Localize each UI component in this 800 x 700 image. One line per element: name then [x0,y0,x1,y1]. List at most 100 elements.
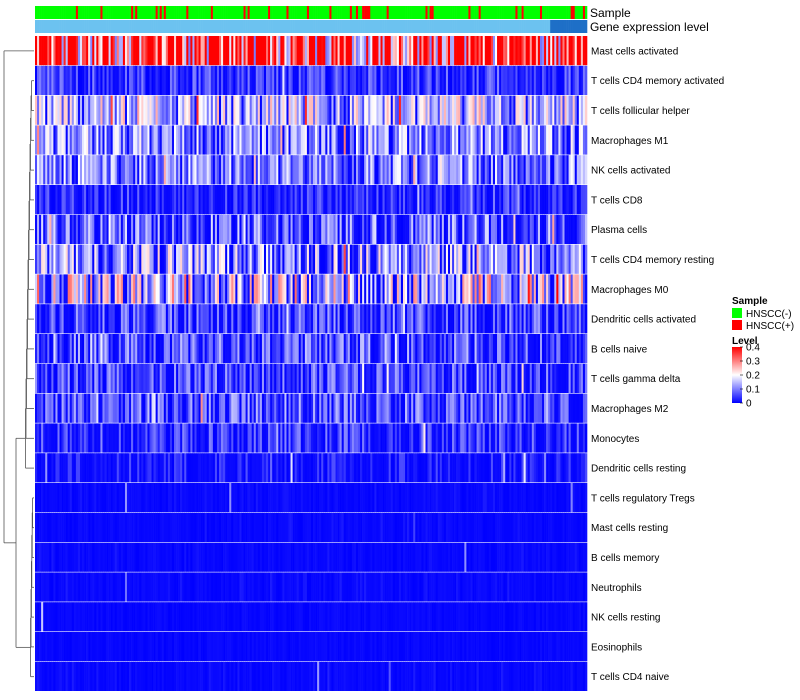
heatmap-cell [178,453,181,483]
heatmap-cell [390,363,394,393]
heatmap-cell [366,453,369,483]
heatmap-cell [210,95,214,125]
heatmap-cell [499,214,502,244]
heatmap-cell [537,185,541,215]
heatmap-cell [145,274,148,304]
expression-annotation-cell [235,20,238,33]
heatmap-cell [88,244,91,274]
heatmap-cell [237,244,240,274]
sample-annotation-cell [327,6,330,19]
heatmap-cell [390,334,394,364]
heatmap-cell [69,393,73,423]
heatmap-cell [190,453,193,483]
heatmap-cell [120,483,124,513]
heatmap-cell [474,483,477,513]
heatmap-cell [331,363,334,393]
heatmap-cell [43,334,46,364]
heatmap-cell [437,36,441,66]
heatmap-cell [495,185,498,215]
sample-annotation-cell [182,6,185,19]
heatmap-cell [171,155,175,185]
heatmap-cell [486,363,490,393]
heatmap-cell [204,363,208,393]
heatmap-cell [129,512,132,542]
expression-annotation-cell [100,20,103,33]
heatmap-cell [43,363,46,393]
heatmap-cell [133,423,136,453]
heatmap-cell [306,304,310,334]
sample-annotation-cell [288,6,291,19]
heatmap-cell [460,185,463,215]
heatmap-cell [71,95,75,125]
heatmap-cell [131,304,134,334]
heatmap-cell [63,185,66,215]
heatmap-cell [284,155,287,185]
heatmap-cell [515,363,518,393]
heatmap-cell [272,214,275,244]
heatmap-cell [235,304,238,334]
heatmap-cell [180,483,183,513]
heatmap-cell [135,334,138,364]
heatmap-cell [98,483,101,513]
heatmap-cell [286,423,289,453]
heatmap-cell [333,304,336,334]
heatmap-cell [61,304,64,334]
heatmap-cell [229,185,232,215]
heatmap-cell [509,185,512,215]
heatmap-cell [190,65,193,95]
heatmap-cell [161,483,165,513]
heatmap-cell [257,453,261,483]
heatmap-cell [417,244,420,274]
heatmap-cell [458,304,461,334]
heatmap-cell [523,453,526,483]
heatmap-cell [210,483,214,513]
heatmap-cell [53,214,56,244]
heatmap-cell [396,95,400,125]
heatmap-cell [427,155,430,185]
heatmap-cell [174,363,177,393]
heatmap-cell [276,65,279,95]
heatmap-cell [98,185,101,215]
heatmap-cell [374,155,377,185]
heatmap-cell [372,453,375,483]
heatmap-cell [486,244,490,274]
heatmap-cell [429,214,432,244]
heatmap-cell [118,363,122,393]
heatmap-cell [486,65,490,95]
heatmap-cell [521,125,524,155]
heatmap-cell [100,512,103,542]
heatmap-cell [257,244,261,274]
heatmap-cell [427,393,430,423]
heatmap-cell [92,453,95,483]
heatmap-cell [427,304,430,334]
heatmap-cell [454,393,457,423]
heatmap-cell [284,214,287,244]
heatmap-cell [474,36,477,66]
heatmap-cell [274,155,277,185]
expression-annotation-cell [388,20,392,33]
heatmap-cell [202,65,205,95]
heatmap-cell [159,36,163,66]
sample-annotation-cell [294,6,297,19]
heatmap-cell [63,334,66,364]
heatmap-cell [49,65,52,95]
heatmap-cell [261,65,265,95]
heatmap-cell [503,214,506,244]
heatmap-cell [548,214,551,244]
heatmap-cell [182,214,185,244]
expression-annotation-cell [114,20,118,33]
heatmap-cell [276,393,279,423]
heatmap-cell [212,214,216,244]
heatmap-cell [308,36,312,66]
heatmap-cell [509,334,512,364]
heatmap-cell [225,304,228,334]
heatmap-cell [221,334,224,364]
heatmap-cell [288,125,291,155]
heatmap-cell [73,36,77,66]
heatmap-cell [488,453,492,483]
heatmap-cell [433,274,437,304]
heatmap-cell [582,334,586,364]
expression-annotation-cell [558,20,561,33]
heatmap-cell [519,155,522,185]
heatmap-cell [67,214,71,244]
